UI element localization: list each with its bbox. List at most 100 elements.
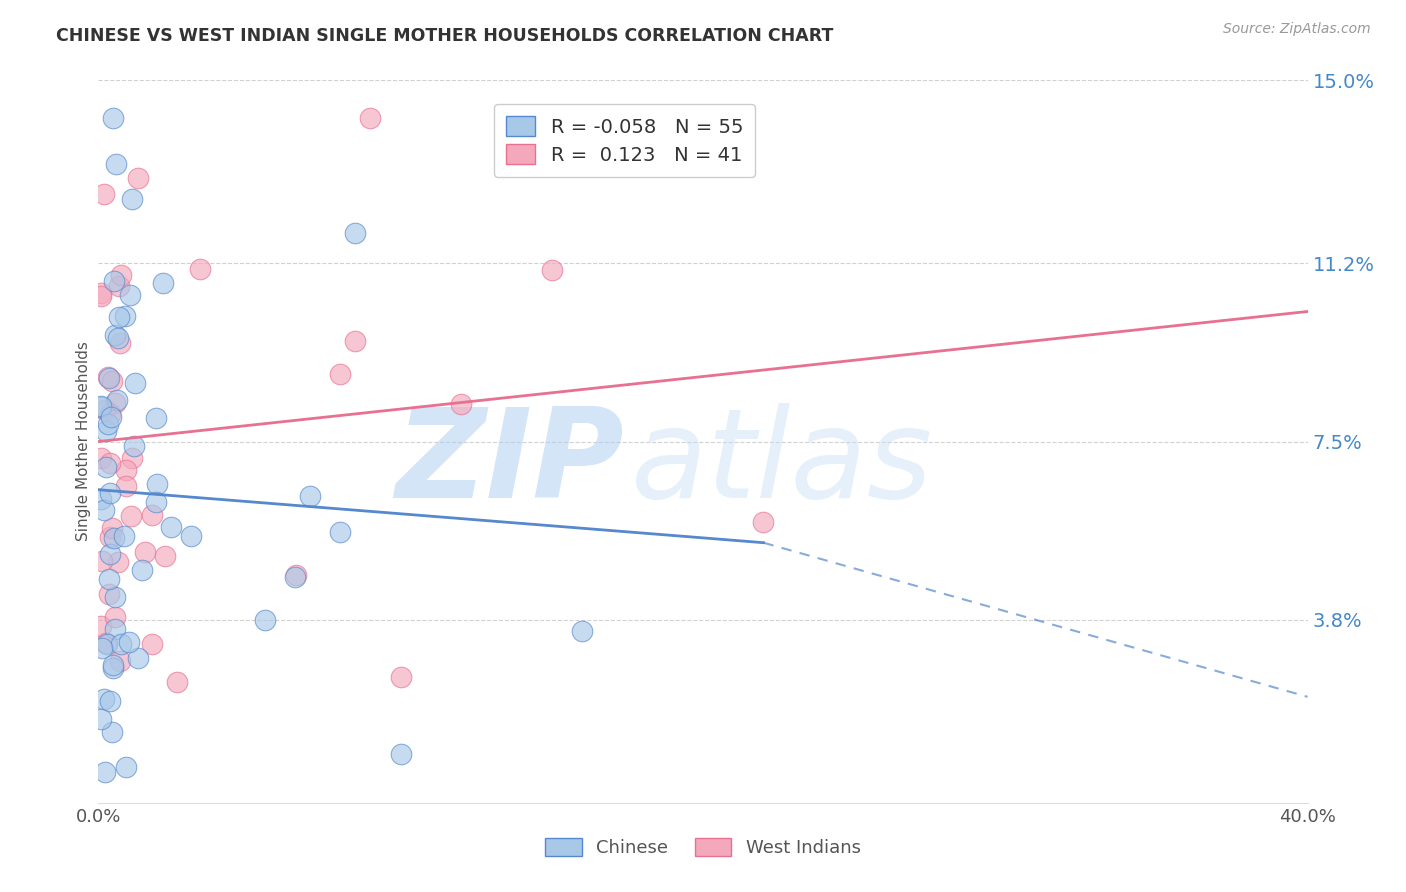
Point	[131, 563, 153, 577]
Point	[752, 515, 775, 529]
Point	[98, 587, 121, 601]
Point	[90, 399, 112, 413]
Y-axis label: Single Mother Households: Single Mother Households	[76, 342, 91, 541]
Point	[114, 310, 136, 324]
Point	[98, 486, 121, 500]
Point	[122, 439, 145, 453]
Point	[104, 395, 127, 409]
Point	[101, 111, 124, 125]
Point	[103, 531, 125, 545]
Point	[90, 491, 112, 506]
Point	[389, 670, 412, 684]
Point	[118, 634, 141, 648]
Point	[104, 591, 127, 605]
Point	[188, 261, 211, 276]
Point	[180, 529, 202, 543]
Point	[145, 495, 167, 509]
Point	[329, 367, 352, 381]
Point	[90, 619, 112, 633]
Point	[110, 637, 132, 651]
Point	[93, 691, 115, 706]
Point	[141, 508, 163, 523]
Point	[98, 572, 121, 586]
Point	[94, 764, 117, 779]
Text: Source: ZipAtlas.com: Source: ZipAtlas.com	[1223, 22, 1371, 37]
Point	[540, 262, 562, 277]
Point	[90, 712, 112, 726]
Point	[152, 277, 174, 291]
Point	[115, 760, 138, 774]
Point	[145, 477, 167, 491]
Point	[110, 654, 132, 668]
Point	[107, 555, 129, 569]
Point	[94, 402, 117, 417]
Point	[134, 545, 156, 559]
Point	[571, 624, 593, 638]
Point	[104, 622, 127, 636]
Point	[108, 310, 131, 324]
Point	[101, 725, 124, 739]
Point	[115, 479, 138, 493]
Point	[121, 451, 143, 466]
Point	[107, 330, 129, 344]
Point	[105, 392, 128, 407]
Point	[360, 111, 382, 125]
Point	[344, 227, 367, 241]
Point	[108, 279, 131, 293]
Point	[389, 747, 412, 761]
Text: ZIP: ZIP	[395, 402, 624, 524]
Point	[90, 286, 112, 301]
Point	[127, 650, 149, 665]
Point	[284, 570, 307, 584]
Point	[105, 157, 128, 171]
Point	[344, 334, 367, 348]
Point	[98, 547, 121, 561]
Point	[450, 397, 472, 411]
Point	[90, 640, 112, 655]
Point	[127, 171, 149, 186]
Point	[97, 370, 120, 384]
Point	[108, 335, 131, 350]
Point	[112, 529, 135, 543]
Point	[153, 549, 176, 563]
Point	[100, 521, 122, 535]
Point	[103, 657, 125, 672]
Point	[145, 411, 167, 425]
Point	[93, 186, 115, 201]
Point	[93, 503, 115, 517]
Point	[94, 636, 117, 650]
Point	[329, 524, 352, 539]
Point	[103, 274, 125, 288]
Point	[96, 637, 118, 651]
Point	[98, 456, 121, 470]
Point	[96, 417, 118, 431]
Point	[124, 376, 146, 390]
Point	[90, 451, 112, 466]
Point	[104, 328, 127, 343]
Point	[141, 637, 163, 651]
Point	[90, 401, 112, 415]
Point	[94, 425, 117, 439]
Point	[97, 370, 120, 384]
Point	[120, 509, 142, 524]
Legend: Chinese, West Indians: Chinese, West Indians	[536, 829, 870, 866]
Point	[98, 694, 121, 708]
Point	[100, 410, 122, 425]
Point	[98, 530, 121, 544]
Point	[253, 614, 276, 628]
Point	[101, 374, 124, 388]
Point	[299, 489, 322, 503]
Point	[90, 554, 112, 568]
Point	[118, 288, 141, 302]
Point	[284, 568, 307, 582]
Text: atlas: atlas	[630, 402, 932, 524]
Point	[98, 407, 121, 421]
Point	[104, 610, 127, 624]
Point	[121, 192, 143, 206]
Text: CHINESE VS WEST INDIAN SINGLE MOTHER HOUSEHOLDS CORRELATION CHART: CHINESE VS WEST INDIAN SINGLE MOTHER HOU…	[56, 27, 834, 45]
Point	[160, 520, 183, 534]
Point	[115, 463, 138, 477]
Point	[96, 460, 118, 475]
Point	[90, 288, 112, 302]
Point	[101, 660, 124, 674]
